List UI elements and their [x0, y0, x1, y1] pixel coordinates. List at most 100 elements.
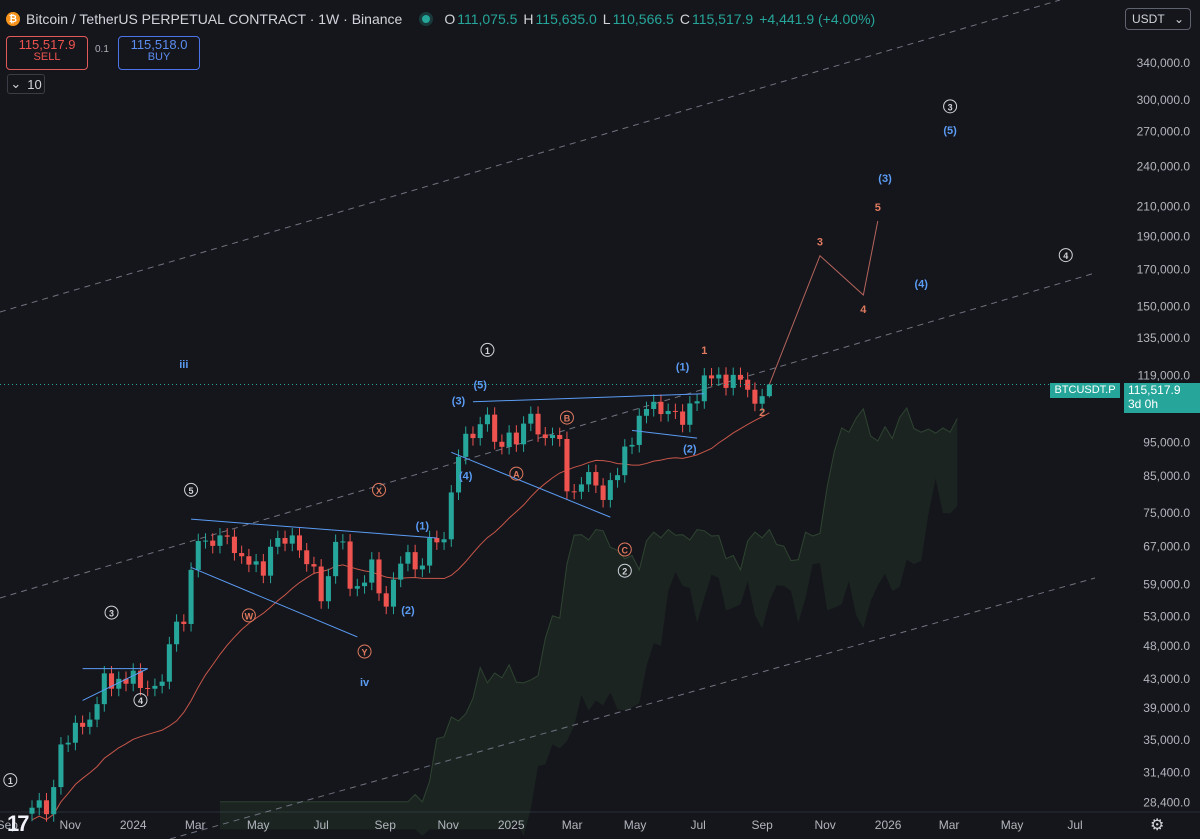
currency-selector[interactable]: USDT ⌄ — [1125, 8, 1191, 30]
candle-body — [542, 434, 548, 439]
currency-label: USDT — [1132, 12, 1165, 26]
candle-body — [499, 441, 505, 447]
candle-body — [195, 541, 201, 570]
y-tick-label: 300,000.0 — [1137, 93, 1191, 107]
candle-body — [672, 410, 678, 412]
candle-body — [65, 742, 71, 745]
market-status-icon — [422, 15, 431, 23]
candle-body — [275, 537, 281, 547]
tradingview-logo-icon[interactable]: 17 — [7, 811, 30, 836]
wave-label-white: 3 — [109, 609, 114, 619]
y-tick-label: 53,000.0 — [1143, 610, 1190, 624]
candle-body — [145, 687, 151, 689]
ticker-box: 115,517.9 3d 0h — [1124, 383, 1200, 413]
y-tick-label: 150,000.0 — [1137, 300, 1191, 314]
wave-label-white: 4 — [1063, 251, 1068, 261]
wave-label-orange-circled-ring — [372, 482, 387, 497]
projection-label: 5 — [875, 202, 881, 214]
candle-body — [759, 396, 765, 404]
buy-button[interactable]: 115,518.0 BUY — [118, 36, 200, 70]
x-tick-label: Nov — [60, 818, 81, 832]
candle-body — [607, 480, 613, 500]
wave-label-white: 1 — [485, 346, 490, 356]
wave-label-orange-circled-ring — [357, 644, 372, 659]
candle-body — [347, 541, 353, 589]
candle-body — [94, 704, 100, 720]
candle-body — [680, 411, 686, 425]
wave-label-white-ring — [1058, 248, 1073, 263]
wave-label-white-ring — [480, 342, 495, 357]
spread-value: 0.1 — [95, 44, 109, 55]
candle-body — [289, 535, 295, 544]
candle-body — [123, 678, 129, 684]
y-tick-label: 43,000.0 — [1143, 672, 1190, 686]
candle-body — [166, 644, 172, 682]
candle-body — [586, 472, 592, 485]
sell-price: 115,517.9 — [18, 37, 76, 52]
ohlc-key: L — [602, 11, 611, 27]
candle-body — [434, 537, 440, 543]
x-tick-label: Jul — [690, 818, 705, 832]
pattern-trendline — [631, 429, 698, 439]
ichimoku-cloud — [219, 407, 958, 836]
ohlc-key: O — [444, 11, 456, 27]
y-tick-label: 31,400.0 — [1143, 765, 1190, 779]
x-tick-label: May — [1001, 818, 1024, 832]
lot-size-value: 10 — [27, 76, 42, 92]
gear-icon[interactable]: ⚙ — [1150, 817, 1165, 834]
y-tick-label: 67,000.0 — [1143, 540, 1190, 554]
wave-label-blue: (5) — [473, 379, 487, 391]
candle-body — [202, 540, 209, 542]
wave-label-orange-circled: A — [513, 470, 520, 480]
y-tick-label: 48,000.0 — [1143, 639, 1190, 653]
candle-body — [311, 564, 317, 567]
x-tick-label: 2026 — [875, 818, 902, 832]
candle-body — [593, 472, 599, 486]
wave-label-blue: iii — [179, 359, 188, 371]
y-tick-label: 85,000.0 — [1143, 469, 1190, 483]
lot-size-selector[interactable]: ⌄ 10 — [7, 74, 45, 94]
candle-body — [36, 800, 42, 808]
candle-body — [333, 541, 339, 577]
candle-body — [340, 541, 346, 543]
x-tick-label: Mar — [562, 818, 583, 832]
channel-line — [0, 272, 1096, 599]
candle-body — [159, 681, 165, 686]
candle-body — [210, 540, 216, 546]
candle-body — [427, 537, 433, 566]
candle-body — [282, 537, 288, 544]
ticker-price: 115,517.9 — [1128, 383, 1181, 397]
channel-line — [0, 0, 1061, 313]
price-axis-panel — [1118, 0, 1200, 839]
candle-body — [239, 553, 245, 557]
wave-label-orange-circled-ring — [241, 608, 256, 623]
symbol-title[interactable]: Bitcoin / TetherUS PERPETUAL CONTRACT · … — [26, 11, 403, 27]
sell-button[interactable]: 115,517.9 SELL — [6, 36, 88, 70]
candle-body — [116, 678, 122, 689]
candle-body — [687, 403, 693, 425]
x-tick-label: May — [247, 818, 270, 832]
candle-body — [571, 491, 577, 493]
wave-label-white-ring — [133, 693, 148, 708]
y-tick-label: 340,000.0 — [1137, 56, 1191, 70]
candle-body — [109, 673, 115, 689]
wave-label-blue: (2) — [683, 443, 697, 455]
wave-label-white-ring — [617, 563, 632, 578]
candle-body — [651, 401, 657, 409]
candle-body — [658, 401, 664, 415]
candle-body — [376, 559, 382, 594]
pattern-trendline — [191, 518, 437, 539]
chevron-down-icon: ⌄ — [10, 76, 22, 91]
y-tick-label: 270,000.0 — [1137, 125, 1191, 139]
projection-label: 4 — [860, 304, 867, 316]
candle-body — [224, 535, 230, 537]
candle-body — [354, 586, 360, 589]
candle-body — [325, 576, 331, 602]
candle-body — [535, 413, 541, 435]
wave-label-white: 2 — [622, 567, 627, 577]
x-tick-label: May — [624, 818, 647, 832]
candle-body — [398, 563, 404, 580]
candle-body — [564, 439, 570, 492]
